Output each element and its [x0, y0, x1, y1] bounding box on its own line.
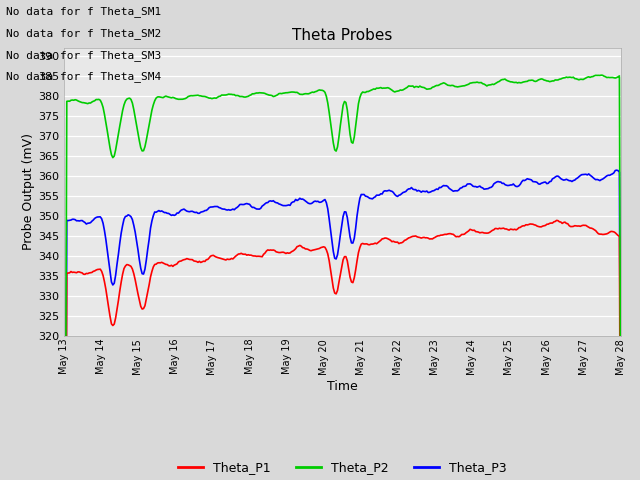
- Text: No data for f Theta_SM1: No data for f Theta_SM1: [6, 6, 162, 17]
- Title: Theta Probes: Theta Probes: [292, 28, 392, 43]
- Text: No data for f Theta_SM4: No data for f Theta_SM4: [6, 71, 162, 82]
- X-axis label: Time: Time: [327, 380, 358, 393]
- Text: No data for f Theta_SM2: No data for f Theta_SM2: [6, 28, 162, 39]
- Text: No data for f Theta_SM3: No data for f Theta_SM3: [6, 49, 162, 60]
- Y-axis label: Probe Output (mV): Probe Output (mV): [22, 133, 35, 251]
- Legend: Theta_P1, Theta_P2, Theta_P3: Theta_P1, Theta_P2, Theta_P3: [173, 456, 511, 480]
